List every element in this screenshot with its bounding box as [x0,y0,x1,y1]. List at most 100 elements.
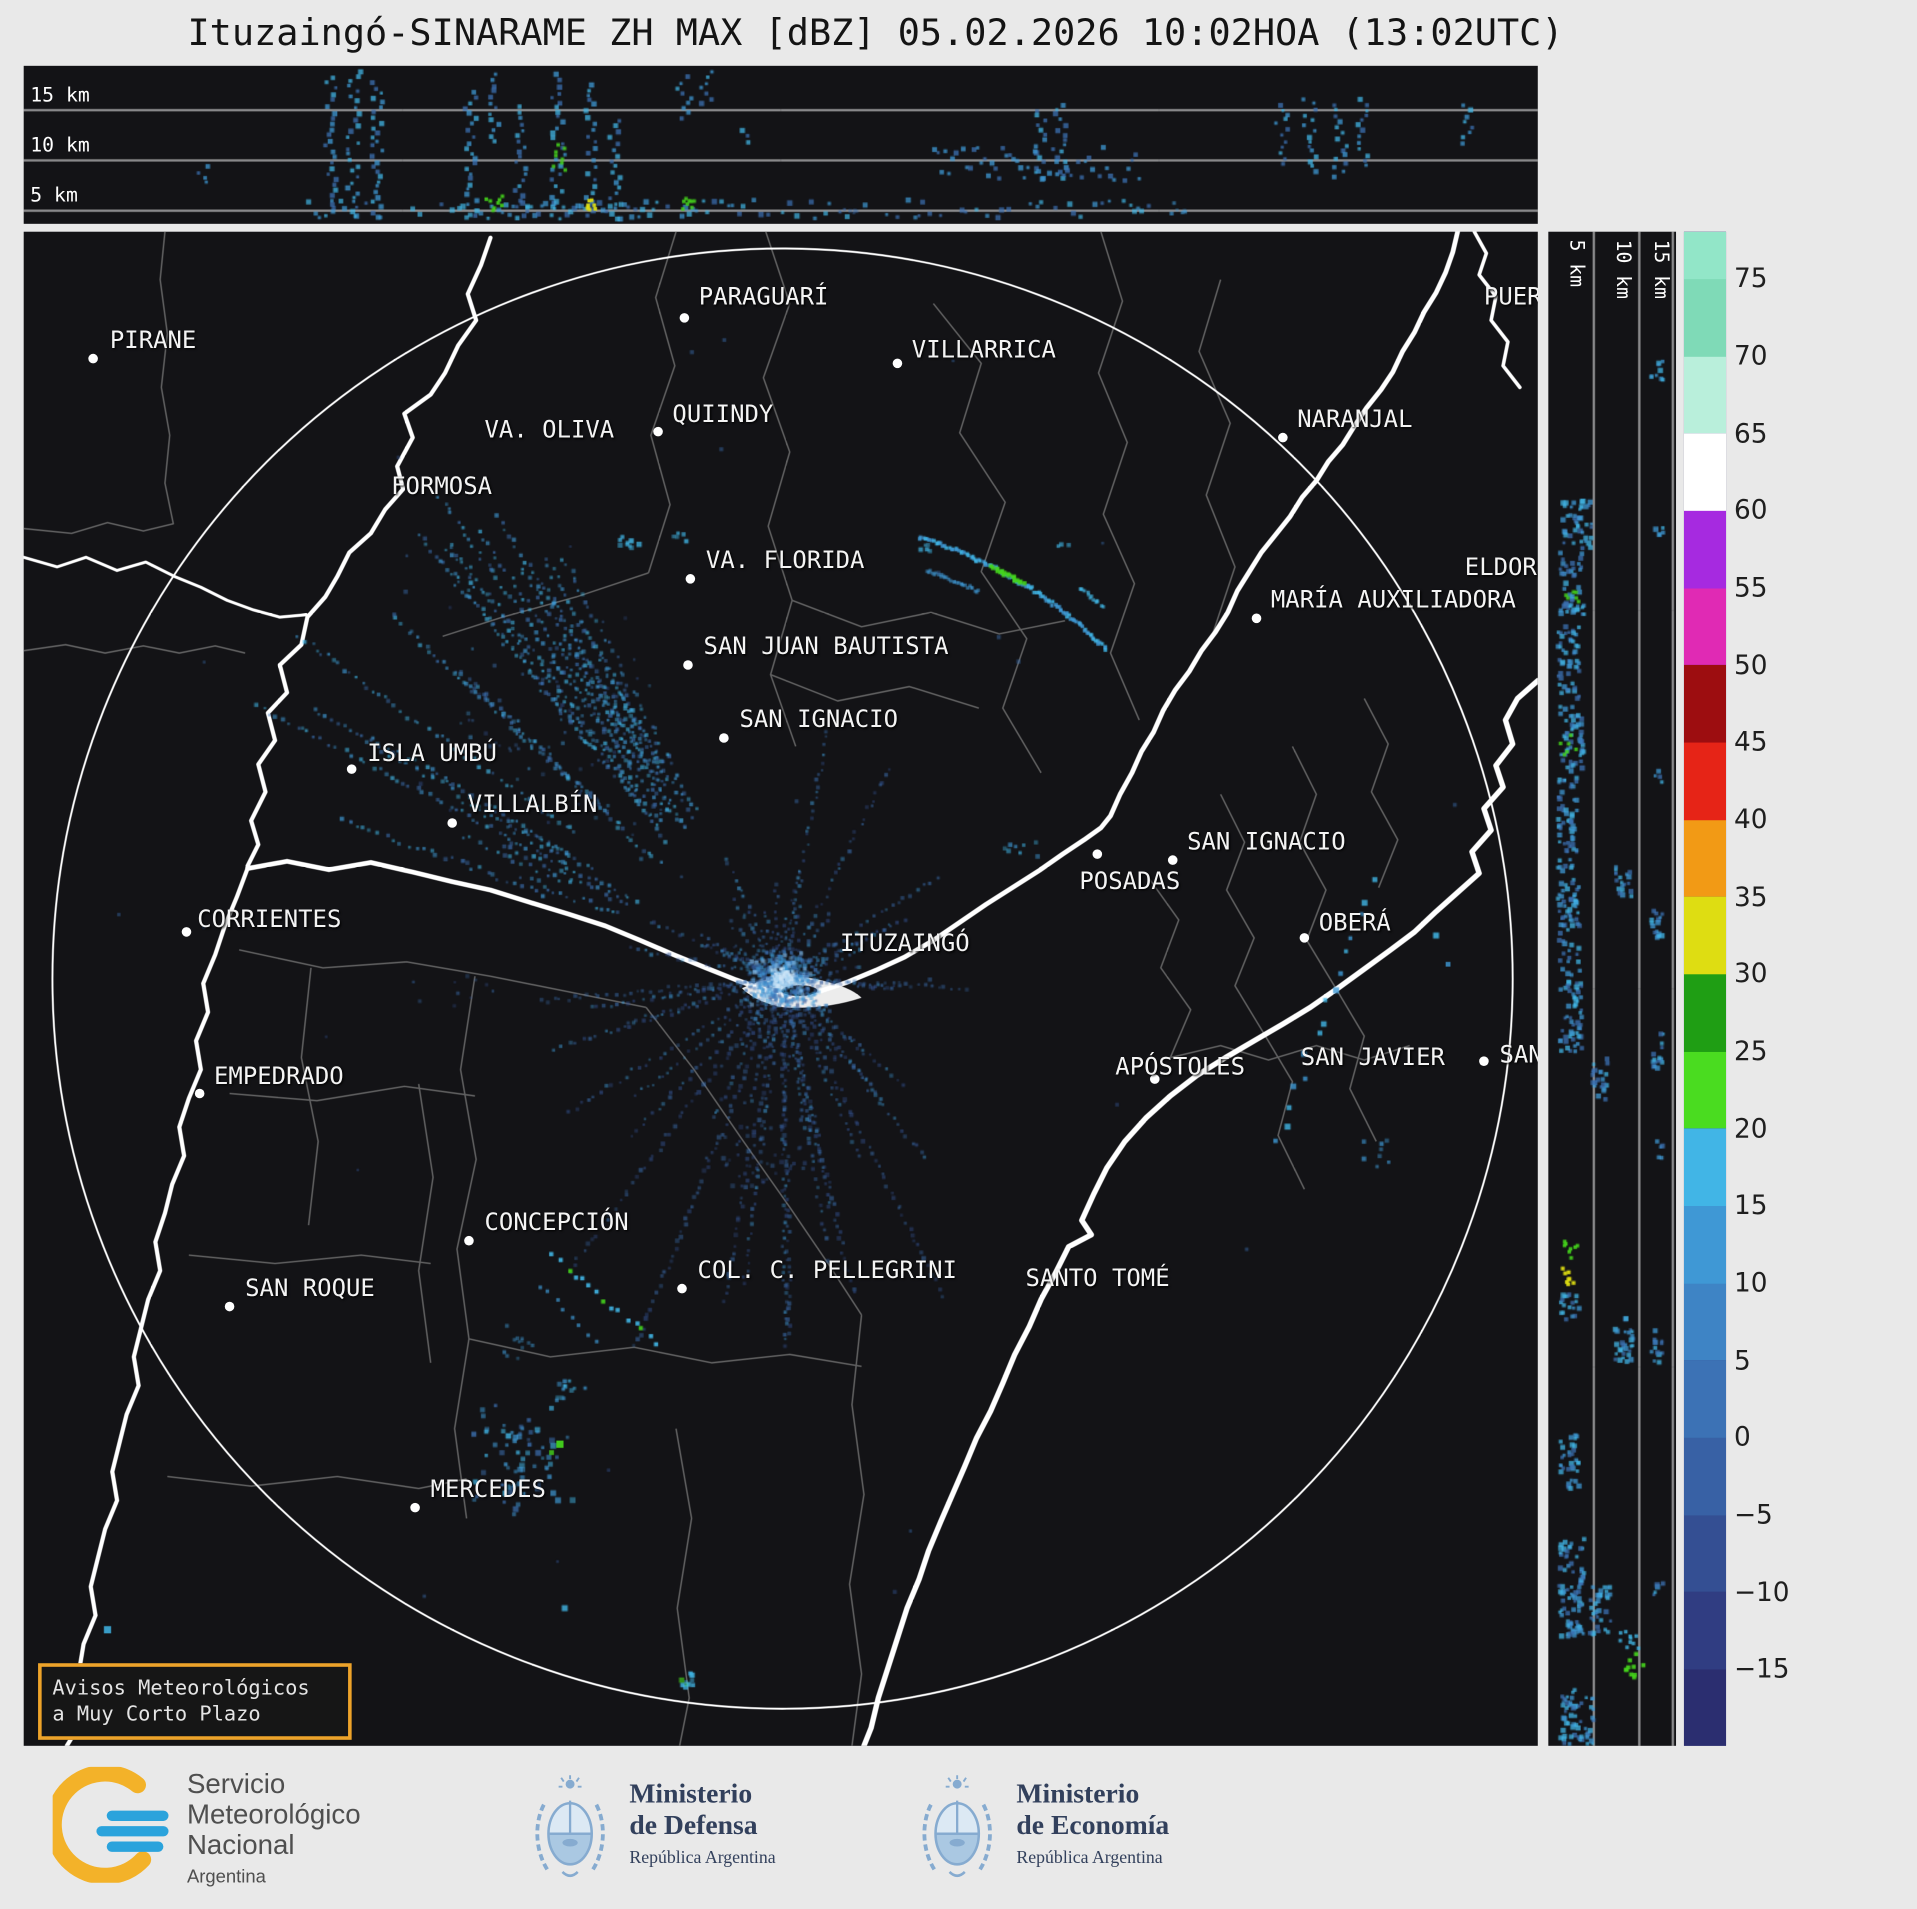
city-dot [685,574,696,584]
warning-notice-line1: Avisos Meteorológicos [52,1676,310,1701]
colorbar-tick-label: −10 [1733,1575,1790,1608]
smn-branding: Servicio Meteorológico Nacional Argentin… [52,1766,361,1887]
page-title: Ituzaingó-SINARAME ZH MAX [dBZ] 05.02.20… [187,10,1564,54]
city-label: POSADAS [1079,866,1181,895]
city-label: SAN ROQUE [245,1273,375,1302]
city-label: CORRIENTES [197,904,342,934]
colorbar-band [1683,1591,1727,1670]
city-label: SAN IGNACIO [739,704,898,734]
city-dot [346,764,357,774]
city-dot [677,1283,687,1294]
defensa-subtitle: República Argentina [629,1847,776,1867]
map-echo-layer [23,231,1538,1746]
smn-name-line2: Meteorológico [186,1799,361,1831]
top-cross-section-echoes [23,65,1538,224]
defensa-title-line2: de Defensa [629,1809,758,1841]
city-dot [410,1502,420,1513]
warning-notice-line2: a Muy Corto Plazo [52,1702,261,1727]
city-dot [683,660,693,670]
altitude-label-10km: 10 km [30,132,90,157]
city-dot [464,1235,474,1246]
city-label: MERCEDES [430,1474,546,1503]
city-label: MARÍA AUXILIADORA [1270,584,1516,614]
city-dot [1092,849,1103,859]
colorbar-tick-label: 10 [1733,1266,1768,1299]
colorbar-band [1683,741,1727,820]
colorbar-tick-label: 65 [1733,416,1768,449]
right-cross-section-echoes [1548,231,1677,1746]
colorbar-tick-label: 15 [1733,1189,1768,1221]
city-label: PUER [1483,281,1538,311]
city-label: VILLARRICA [911,334,1056,364]
city-dot [653,426,663,437]
city-dot [1479,1056,1489,1066]
city-dot [181,927,192,937]
city-label: SANTO TOMÉ [1025,1263,1170,1293]
economia-crest-icon [922,1775,992,1878]
colorbar-tick-label: 50 [1733,648,1768,681]
economia-branding: Ministerio de Economía República Argenti… [919,1772,1169,1880]
city-label: NARANJAL [1297,404,1413,433]
smn-name-line3: Nacional [186,1830,295,1861]
colorbar-tick-label: 60 [1733,494,1768,526]
smn-logo [52,1766,169,1883]
colorbar-tick-label: 20 [1733,1112,1768,1144]
defensa-branding: Ministerio de Defensa República Argentin… [532,1772,776,1880]
city-dot [679,313,690,323]
city-label: COL. C. PELLEGRINI [697,1255,957,1284]
colorbar-tick-label: 35 [1733,880,1768,912]
colorbar-tick-label: 55 [1733,571,1768,603]
altitude-label-15km: 15 km [30,82,90,107]
colorbar-band [1683,1514,1727,1593]
city-label: VILLALBÍN [467,789,598,819]
right-cross-section-panel: 5 km 10 km 15 km [1548,231,1677,1746]
economia-title-line1: Ministerio [1016,1777,1140,1810]
warning-notice-box: Avisos Meteorológicos a Muy Corto Plazo [38,1663,352,1740]
colorbar-band [1683,355,1727,434]
colorbar-band [1683,1127,1727,1206]
city-label: ELDOR [1464,552,1537,582]
colorbar-band [1683,587,1727,666]
top-cross-section-panel: 15 km 10 km 5 km [23,65,1538,224]
smn-country: Argentina [186,1865,266,1887]
altitude-label-15km-right: 15 km [1649,239,1674,300]
colorbar-band [1683,1050,1727,1129]
colorbar-band [1683,896,1727,975]
colorbar-band [1683,432,1727,511]
colorbar-band [1683,278,1727,357]
colorbar-tick-label: 0 [1733,1421,1751,1453]
city-dot [88,353,98,364]
smn-name-line1: Servicio [186,1769,286,1800]
colorbar-tick-label: 45 [1733,725,1768,758]
colorbar-band [1683,973,1727,1052]
city-label: CONCEPCIÓN [484,1207,629,1236]
city-dot [719,733,729,743]
city-label: SAN IGNACIO [1187,826,1346,856]
city-label: SAN JAVIER [1300,1042,1445,1071]
altitude-label-5km-right: 5 km [1565,239,1590,288]
colorbar-tick-label: 75 [1733,262,1768,294]
colorbar-band [1683,509,1727,588]
city-label: QUIINDY [672,399,774,429]
city-label: APÓSTOLES [1115,1051,1245,1081]
colorbar-band [1683,1282,1727,1361]
city-dot [447,818,457,828]
city-dot [892,358,903,369]
economia-subtitle: República Argentina [1016,1847,1163,1867]
altitude-label-5km: 5 km [30,183,78,207]
colorbar-tick-label: 5 [1733,1343,1751,1376]
colorbar-band [1683,1359,1727,1438]
city-label: ITUZAINGÓ [839,928,970,958]
city-label: OBERÁ [1318,907,1391,937]
colorbar-tick-label: 70 [1733,339,1768,372]
colorbar-tick-label: −5 [1733,1498,1773,1530]
colorbar-band [1683,818,1727,897]
city-dot [1278,432,1288,443]
colorbar-tick-label: 40 [1733,803,1768,835]
colorbar-band [1683,1205,1727,1284]
colorbar-tick-label: −15 [1733,1652,1790,1685]
city-label: VA. FLORIDA [705,545,865,575]
city-label: SAN JUAN BAUTISTA [703,631,949,661]
city-label: SAN [1499,1039,1537,1069]
